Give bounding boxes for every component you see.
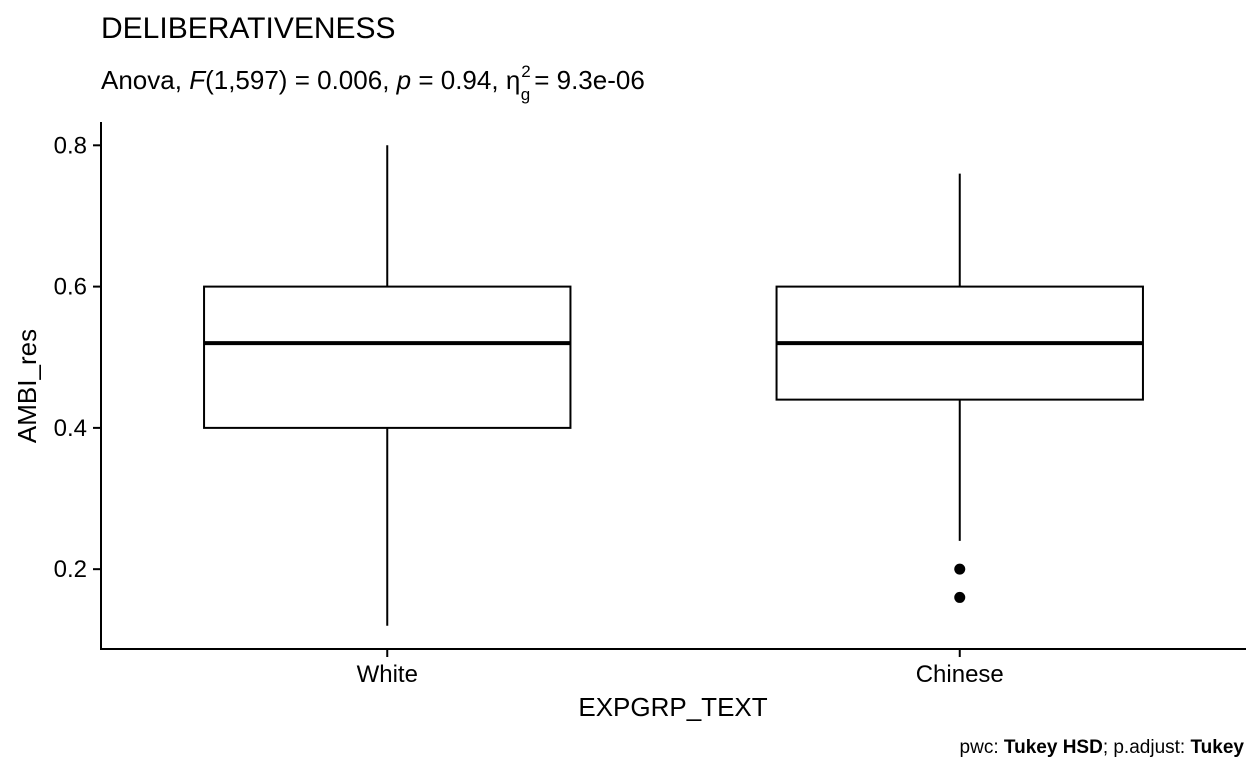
subtitle-effect-sub: g [521, 85, 530, 104]
y-axis-label: AMBI_res [12, 329, 42, 443]
chart-title: DELIBERATIVENESS [101, 12, 396, 45]
subtitle-p-value: = 0.94 [418, 65, 491, 95]
outlier-point [954, 563, 966, 575]
caption-pwc-value: Tukey HSD [1004, 737, 1103, 758]
subtitle-effect-value: = 9.3e-06 [534, 65, 645, 95]
chart-subtitle: Anova, F(1,597) = 0.006, p = 0.94, η2 g = … [101, 62, 645, 104]
y-tick-label: 0.2 [54, 556, 87, 583]
subtitle-stat-value: = 0.006 [295, 65, 382, 95]
subtitle-df: (1,597) [205, 65, 287, 95]
caption-sep: ; p.adjust: [1103, 737, 1191, 758]
x-tick-label: White [357, 661, 418, 688]
caption-adjust-value: Tukey [1190, 737, 1244, 758]
subtitle-effect-symbol: η [506, 65, 520, 95]
y-tick-label: 0.6 [54, 274, 87, 301]
box [203, 285, 572, 429]
caption-pwc-label: pwc: [960, 737, 1004, 758]
x-axis-label: EXPGRP_TEXT [578, 692, 767, 722]
outlier-point [954, 591, 966, 603]
y-tick-label: 0.4 [54, 415, 87, 442]
subtitle-effect-sup: 2 [521, 62, 530, 81]
plot-area: 0.2 0.4 0.6 0.8 White Chinese [54, 132, 1144, 688]
caption: pwc: Tukey HSD; p.adjust: Tukey [960, 737, 1245, 758]
subtitle-test: Anova [101, 65, 175, 95]
y-tick-label: 0.8 [54, 132, 87, 159]
subtitle-p-symbol: p [396, 65, 411, 95]
x-tick-label: Chinese [916, 661, 1004, 688]
subtitle-stat-symbol: F [189, 65, 207, 95]
